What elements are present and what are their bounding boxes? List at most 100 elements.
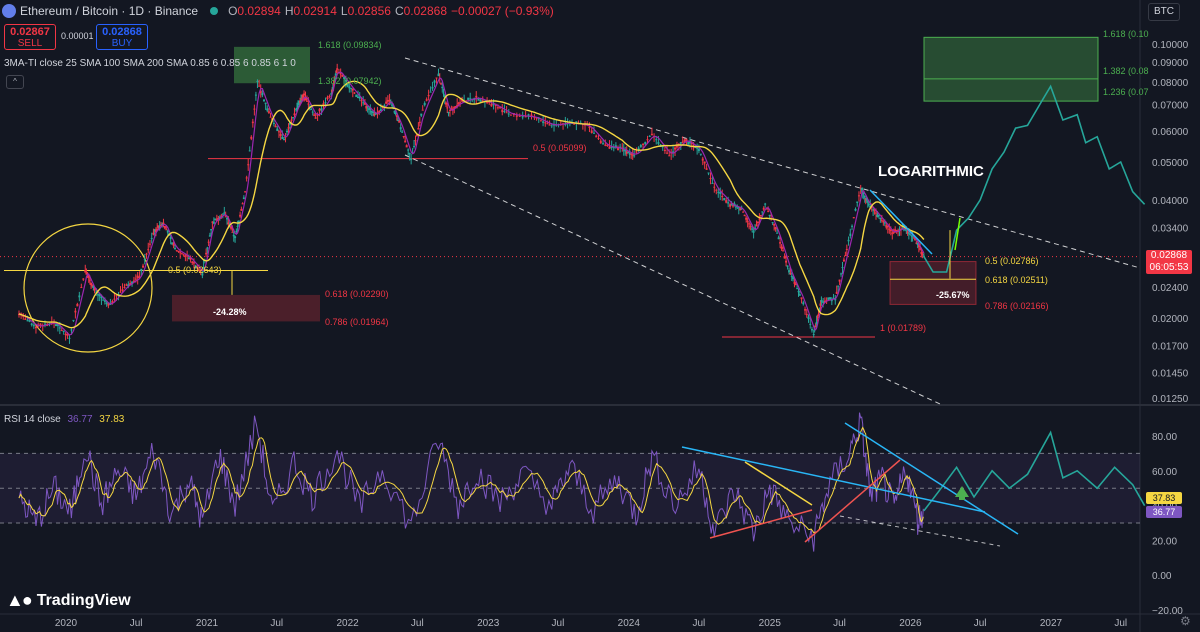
time-tick-label: 2026: [899, 618, 922, 629]
candle-body: [800, 297, 803, 300]
candle-body: [293, 113, 296, 116]
settings-icon[interactable]: ⚙: [1180, 614, 1191, 628]
candle-body: [894, 229, 897, 232]
candle-body: [518, 115, 521, 117]
candle-body: [876, 214, 879, 217]
candle-body: [423, 102, 426, 106]
candle-body: [910, 235, 913, 237]
candle-body: [223, 212, 226, 214]
candle-body: [705, 168, 708, 170]
candle-body: [360, 100, 363, 102]
candle-body: [148, 243, 151, 245]
sell-button[interactable]: 0.02867 SELL: [4, 24, 56, 50]
rsi-support-line: [709, 509, 813, 539]
candle-body: [227, 222, 230, 225]
candle-body: [341, 74, 344, 77]
candle-body: [132, 280, 135, 282]
tradingview-logo[interactable]: ▲● TradingView: [6, 590, 131, 610]
candle-body: [107, 303, 110, 306]
candle-body: [254, 94, 257, 96]
candle-body: [650, 133, 653, 136]
rsi-tick-label: 0.00: [1152, 571, 1172, 582]
candle-body: [597, 138, 600, 140]
candle-body: [475, 95, 478, 98]
candle-body: [236, 225, 239, 227]
candle-body: [248, 150, 251, 152]
candle-body: [311, 111, 314, 113]
currency-button[interactable]: BTC: [1148, 3, 1180, 21]
candle-body: [713, 186, 716, 188]
chart-annotation: 1 (0.01789): [880, 323, 926, 333]
candle-body: [546, 123, 549, 125]
candle-body: [291, 117, 294, 119]
candle-body: [304, 98, 307, 101]
candle-body: [666, 152, 669, 154]
buy-button[interactable]: 0.02868 BUY: [96, 24, 148, 50]
candle-body: [725, 200, 728, 203]
candle-body: [102, 299, 105, 301]
candle-body: [815, 321, 818, 325]
candle-body: [295, 107, 298, 110]
candle-body: [608, 146, 611, 149]
candle-body: [417, 128, 420, 130]
open-value: 0.02894: [237, 4, 281, 18]
candle-body: [550, 125, 553, 127]
candle-body: [922, 255, 925, 257]
candle-body: [509, 114, 512, 116]
candle-body: [588, 126, 591, 128]
candle-body: [758, 218, 761, 220]
candle-body: [407, 149, 410, 151]
sma200-line: [18, 80, 925, 329]
highlight-circle: [23, 223, 153, 353]
candle-body: [818, 309, 821, 311]
fib-box-0618: [172, 294, 320, 322]
candle-body: [794, 283, 797, 286]
indicator-legend[interactable]: 3MA-TI close 25 SMA 100 SMA 200 SMA 0.85…: [4, 58, 296, 69]
candle-body: [68, 337, 71, 339]
candle-body: [530, 114, 533, 118]
candle-body: [907, 232, 910, 234]
collapse-legend-icon[interactable]: ^: [6, 75, 24, 89]
candle-body: [771, 222, 774, 224]
candle-body: [717, 191, 720, 193]
candle-body: [127, 284, 130, 287]
candle-body: [602, 143, 605, 145]
candle-body: [837, 285, 840, 287]
candle-body: [276, 128, 279, 132]
candle-body: [202, 266, 205, 269]
candle-body: [886, 225, 889, 228]
candle-body: [274, 125, 277, 128]
candle-body: [829, 297, 832, 300]
candle-body: [723, 198, 726, 201]
candle-body: [727, 202, 730, 204]
candle-body: [253, 108, 256, 110]
rsi-legend[interactable]: RSI 14 close 36.77 37.83: [4, 414, 125, 425]
candle-body: [330, 92, 333, 96]
candle-body: [845, 248, 848, 250]
candle-body: [240, 209, 243, 211]
candle-body: [906, 231, 909, 234]
candle-body: [156, 228, 159, 231]
candle-body: [477, 98, 480, 101]
candle-body: [91, 284, 94, 286]
candle-body: [635, 151, 638, 153]
candle-body: [326, 97, 329, 100]
candle-body: [299, 101, 302, 103]
candle-body: [663, 149, 666, 151]
candle-body: [415, 134, 418, 137]
candle-body: [827, 297, 830, 300]
candle-body: [362, 102, 365, 104]
candle-body: [90, 282, 93, 286]
candle-body: [734, 206, 737, 208]
rsi-ma-badge: 37.83: [1146, 492, 1182, 504]
candle-body: [322, 103, 325, 106]
candle-body: [192, 262, 195, 264]
candle-body: [779, 242, 782, 244]
symbol-title[interactable]: Ethereum / Bitcoin · 1D · Binance: [20, 4, 199, 18]
candle-body: [488, 102, 491, 104]
candle-body: [921, 254, 924, 256]
candle-body: [386, 99, 389, 102]
candle-body: [418, 121, 421, 123]
candle-body: [147, 249, 150, 251]
